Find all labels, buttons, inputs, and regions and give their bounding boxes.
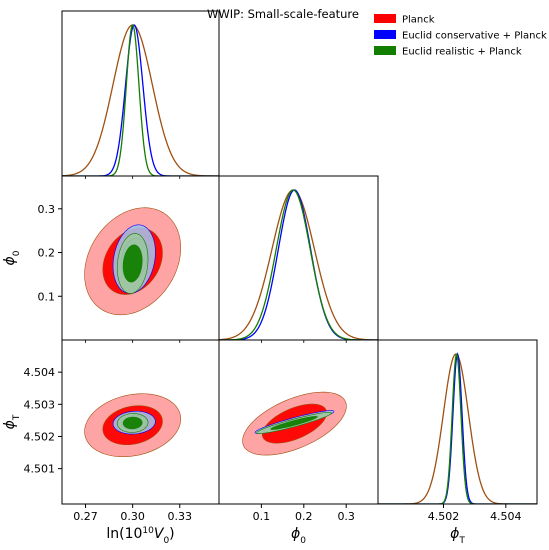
x-tick-label: 0.3 xyxy=(337,510,355,523)
marginal-line-euclid-conservative xyxy=(378,352,537,504)
marginal-line-euclid-realistic xyxy=(219,189,378,340)
y-tick-label: 0.2 xyxy=(38,247,56,260)
y-tick-label: 0.3 xyxy=(38,203,56,216)
contour-regions xyxy=(84,207,182,316)
marginal-line-euclid-realistic xyxy=(378,353,537,504)
legend-swatch xyxy=(374,30,396,39)
x-tick-label: 0.27 xyxy=(73,510,98,523)
axes: 0.27 0.30 0.33 0.1 0.2 0.3 4.502 4.504 0.1 0.2 0.3… xyxy=(2,176,522,546)
marginal-line-planck xyxy=(378,353,537,504)
legend: Planck Euclid conservative + Planck Euclid… xyxy=(374,14,547,58)
contour-panel-phiT_vs_lnV0 xyxy=(61,339,220,505)
contour-panel-phi0_vs_lnV0 xyxy=(61,175,220,341)
marginal-curves xyxy=(62,23,219,176)
x-axis-label-phiT: ϕT xyxy=(450,526,465,546)
marginal-panel-phi0 xyxy=(218,175,379,341)
y-tick-label: 0.1 xyxy=(38,290,56,303)
y-axis-label-phiT: ϕT xyxy=(2,414,22,429)
y-axis-label-phi0: ϕ0 xyxy=(2,250,22,265)
marginal-curves xyxy=(378,352,537,504)
marginal-line-planck xyxy=(62,24,219,176)
x-tick-label: 0.30 xyxy=(120,510,145,523)
x-tick-label: 0.1 xyxy=(253,510,271,523)
contour-1sigma-euclid-realistic xyxy=(122,244,143,283)
x-tick-label: 4.504 xyxy=(490,510,522,523)
y-tick-label: 4.501 xyxy=(24,463,56,476)
legend-entry: Planck xyxy=(402,15,435,26)
contour-regions xyxy=(242,391,347,456)
contour-1sigma-euclid-realistic xyxy=(122,416,143,430)
x-tick-label: 0.2 xyxy=(295,510,313,523)
contour-regions xyxy=(84,393,182,458)
marginal-panel-phiT xyxy=(377,339,538,505)
y-tick-label: 4.502 xyxy=(24,430,56,443)
marginal-curves xyxy=(219,189,378,340)
legend-entry: Euclid conservative + Planck xyxy=(402,31,547,42)
x-tick-label: 0.33 xyxy=(168,510,193,523)
contour-panel-phiT_vs_phi0 xyxy=(218,339,379,505)
x-axis-label-lnV0: ln(1010V0) xyxy=(106,526,174,546)
legend-entry: Euclid realistic + Planck xyxy=(402,47,522,58)
x-axis-label-phi0: ϕ0 xyxy=(291,526,306,546)
legend-swatch xyxy=(374,46,396,55)
marginal-panel-lnV0 xyxy=(61,10,220,177)
contour-1sigma-euclid-realistic xyxy=(270,416,318,430)
marginal-line-planck xyxy=(219,189,378,340)
panel-frame xyxy=(377,339,538,505)
chart-title: WWIP: Small-scale-feature xyxy=(207,7,359,21)
y-tick-label: 4.503 xyxy=(24,398,56,411)
panel-frame xyxy=(218,175,379,341)
panels: 0.27 0.30 0.33 0.1 0.2 0.3 4.502 4.504 0.1 0.2 0.3… xyxy=(2,10,538,546)
marginal-line-euclid-conservative xyxy=(219,189,378,340)
y-tick-label: 4.504 xyxy=(24,366,56,379)
panel-frame xyxy=(218,339,379,505)
marginal-line-euclid-realistic xyxy=(62,23,219,176)
marginal-line-euclid-conservative xyxy=(62,24,219,176)
legend-swatch xyxy=(374,14,396,23)
x-tick-label: 4.502 xyxy=(428,510,460,523)
